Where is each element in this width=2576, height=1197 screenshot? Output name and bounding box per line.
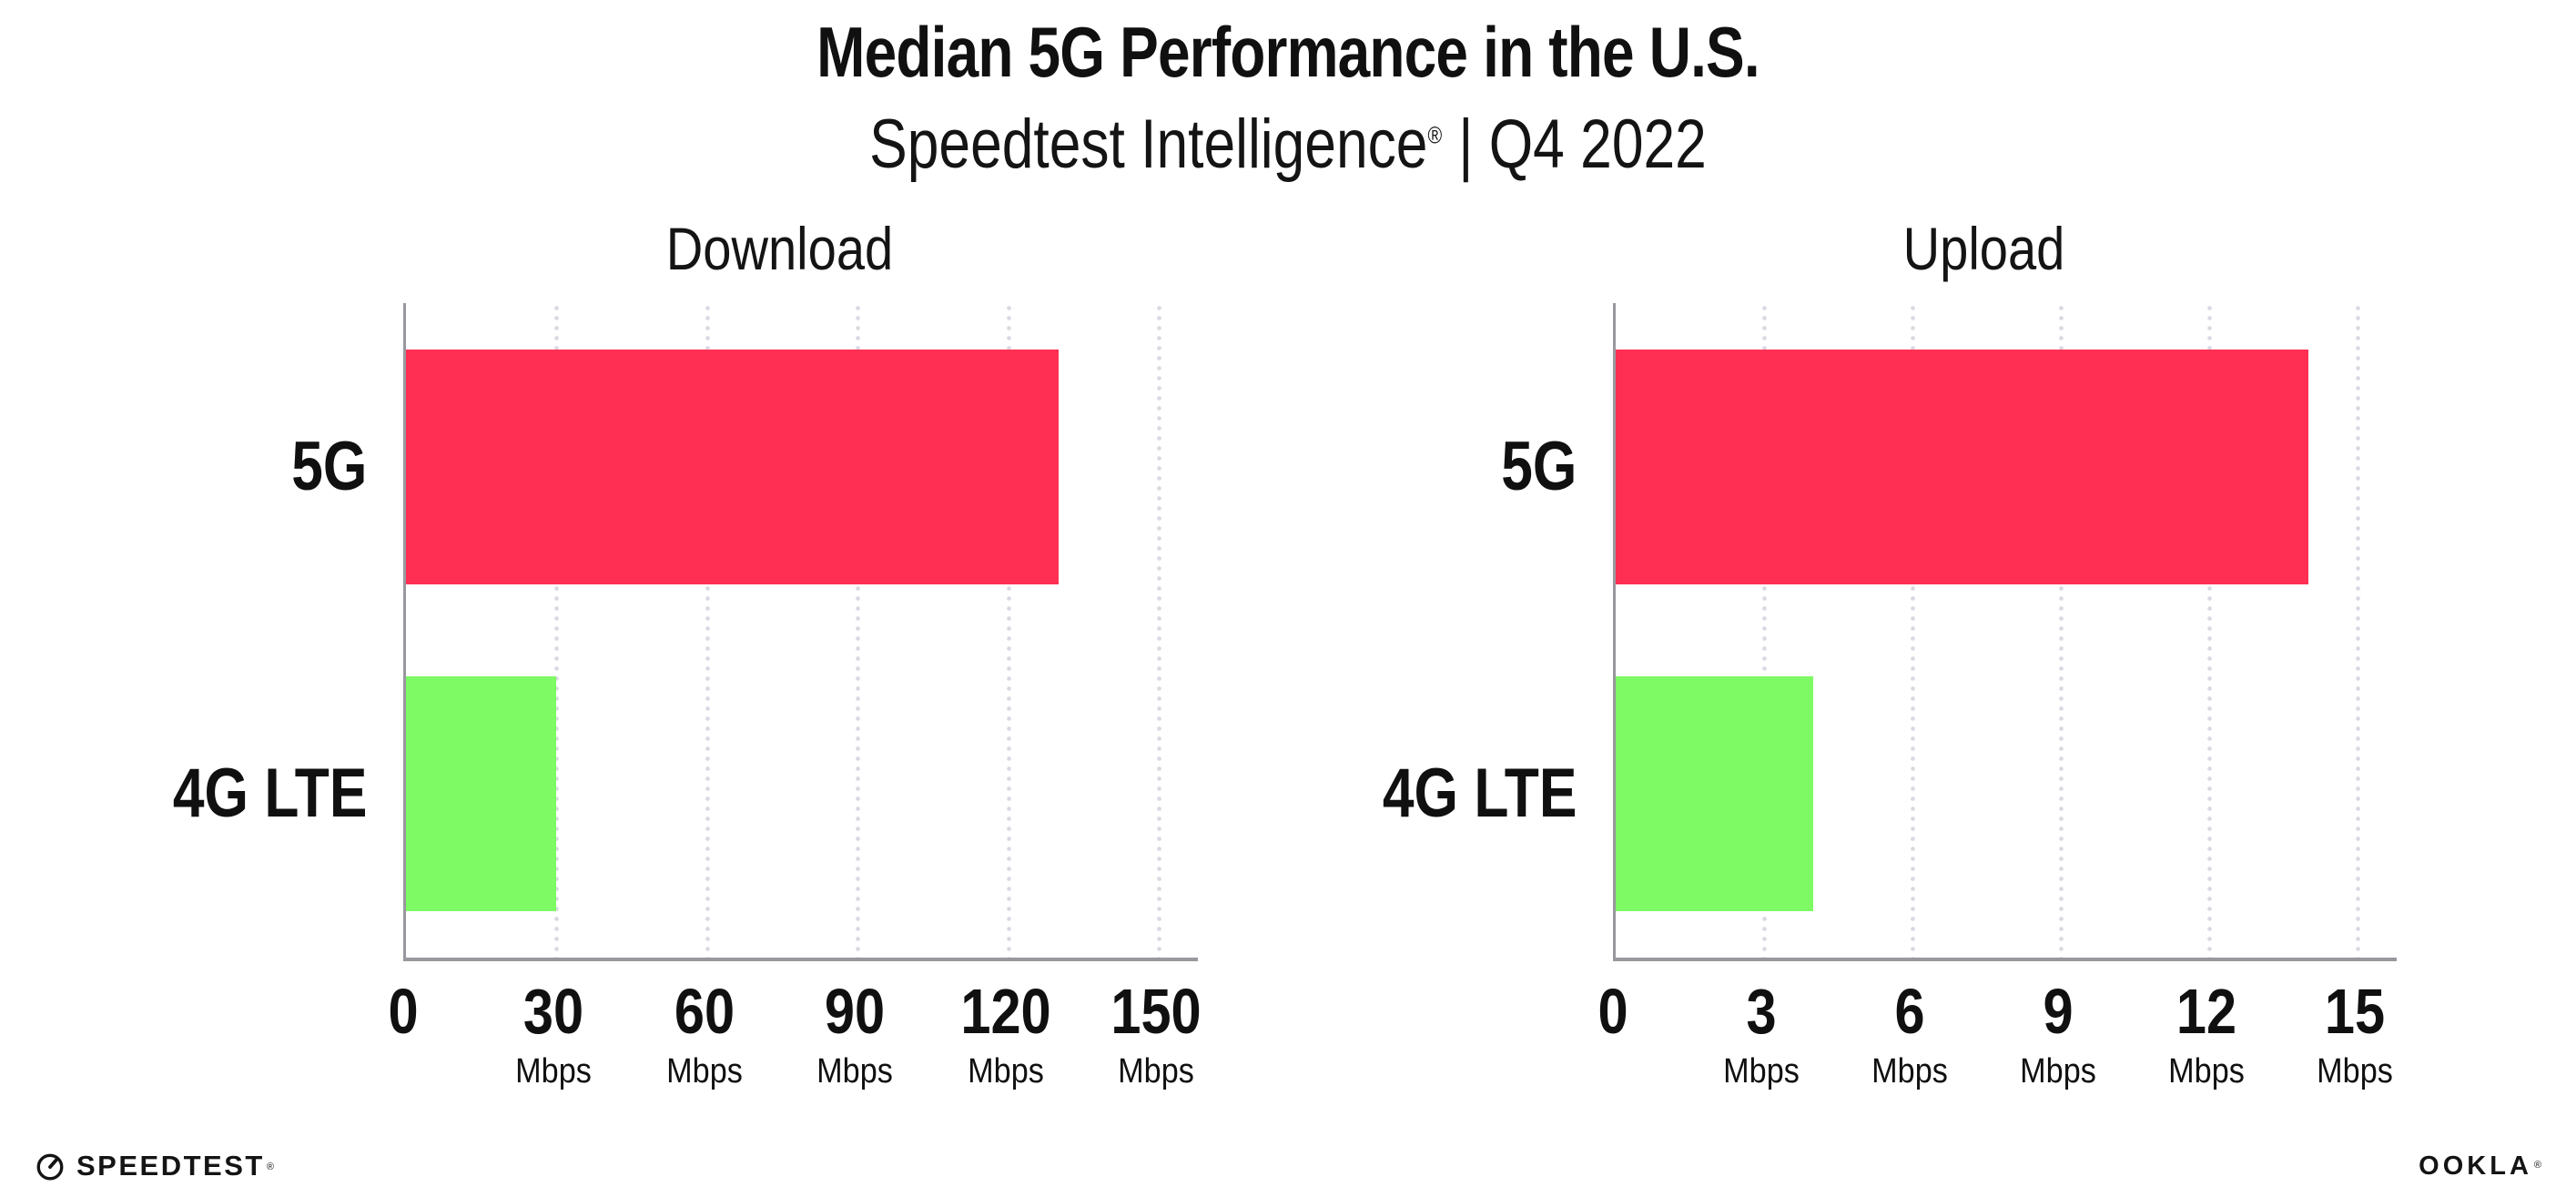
x-tick-0: 0 (1597, 976, 1628, 1047)
x-tick-15: 15 Mbps (2317, 976, 2393, 1090)
registered-mark-icon: ® (1427, 121, 1443, 149)
x-tick-30: 30 Mbps (515, 976, 593, 1090)
upload-chart-title: Upload (1902, 215, 2065, 282)
speedtest-gauge-icon (36, 1153, 64, 1181)
subtitle-quarter: | Q4 2022 (1458, 105, 1707, 183)
upload-chart: Upload 5G 4G LTE 0 3 Mbps 6 Mbps 9 Mbps 12 Mbps 15 M… (1382, 215, 2397, 1089)
gridline-12 (2207, 303, 2212, 958)
x-tick-120: 120 Mbps (959, 976, 1051, 1090)
gridline-150 (1157, 303, 1161, 958)
download-chart: Download 5G 4G LTE 0 30 Mbps 60 Mbps 90 Mbps 120 M… (172, 215, 1201, 1089)
registered-mark-icon: ® (266, 1161, 274, 1172)
x-tick-60: 60 Mbps (665, 976, 743, 1090)
gridline-30 (554, 303, 560, 958)
registered-mark-icon: ® (2533, 1160, 2541, 1172)
gridline-60 (705, 303, 710, 958)
x-tick-9: 9 Mbps (2020, 976, 2096, 1090)
y-label-4g-lte: 4G LTE (1382, 755, 1577, 833)
x-tick-3: 3 Mbps (1723, 976, 1800, 1090)
x-axis-line (1613, 958, 2397, 961)
y-label-5g: 5G (1500, 427, 1577, 505)
bar-4g-lte (406, 676, 557, 912)
download-chart-title: Download (665, 215, 894, 282)
ookla-logo: OOKLA ® (2419, 1151, 2541, 1182)
download-plot-area (403, 303, 1161, 958)
x-tick-150: 150 Mbps (1111, 976, 1202, 1090)
subtitle-brand: Speedtest Intelligence (869, 105, 1428, 183)
footer: SPEEDTEST ® OOKLA ® (35, 1150, 2541, 1182)
speedtest-logo: SPEEDTEST ® (35, 1150, 274, 1182)
y-label-5g: 5G (290, 427, 367, 505)
speedtest-wordmark: SPEEDTEST ® (76, 1150, 274, 1182)
chart-header: Median 5G Performance in the U.S. Speedt… (0, 0, 2576, 180)
y-label-4g-lte: 4G LTE (172, 755, 367, 833)
ookla-wordmark: OOKLA ® (2419, 1151, 2541, 1181)
page-title: Median 5G Performance in the U.S. (816, 12, 1760, 92)
page-subtitle: Speedtest Intelligence® | Q4 2022 (232, 105, 2345, 183)
upload-plot-area (1613, 303, 2360, 958)
gridline-120 (1006, 303, 1011, 958)
x-tick-12: 12 Mbps (2168, 976, 2245, 1090)
bar-5g (1616, 349, 2308, 584)
gridline-6 (1911, 303, 1915, 958)
x-tick-0: 0 (388, 976, 419, 1047)
gridline-15 (2356, 303, 2360, 958)
x-tick-6: 6 Mbps (1871, 976, 1948, 1090)
x-axis-line (403, 958, 1198, 961)
gridline-3 (1762, 303, 1767, 958)
x-tick-90: 90 Mbps (816, 976, 894, 1090)
bar-5g (406, 349, 1059, 584)
gridline-9 (2059, 303, 2064, 958)
bar-4g-lte (1616, 676, 1814, 912)
gridline-90 (856, 303, 861, 958)
